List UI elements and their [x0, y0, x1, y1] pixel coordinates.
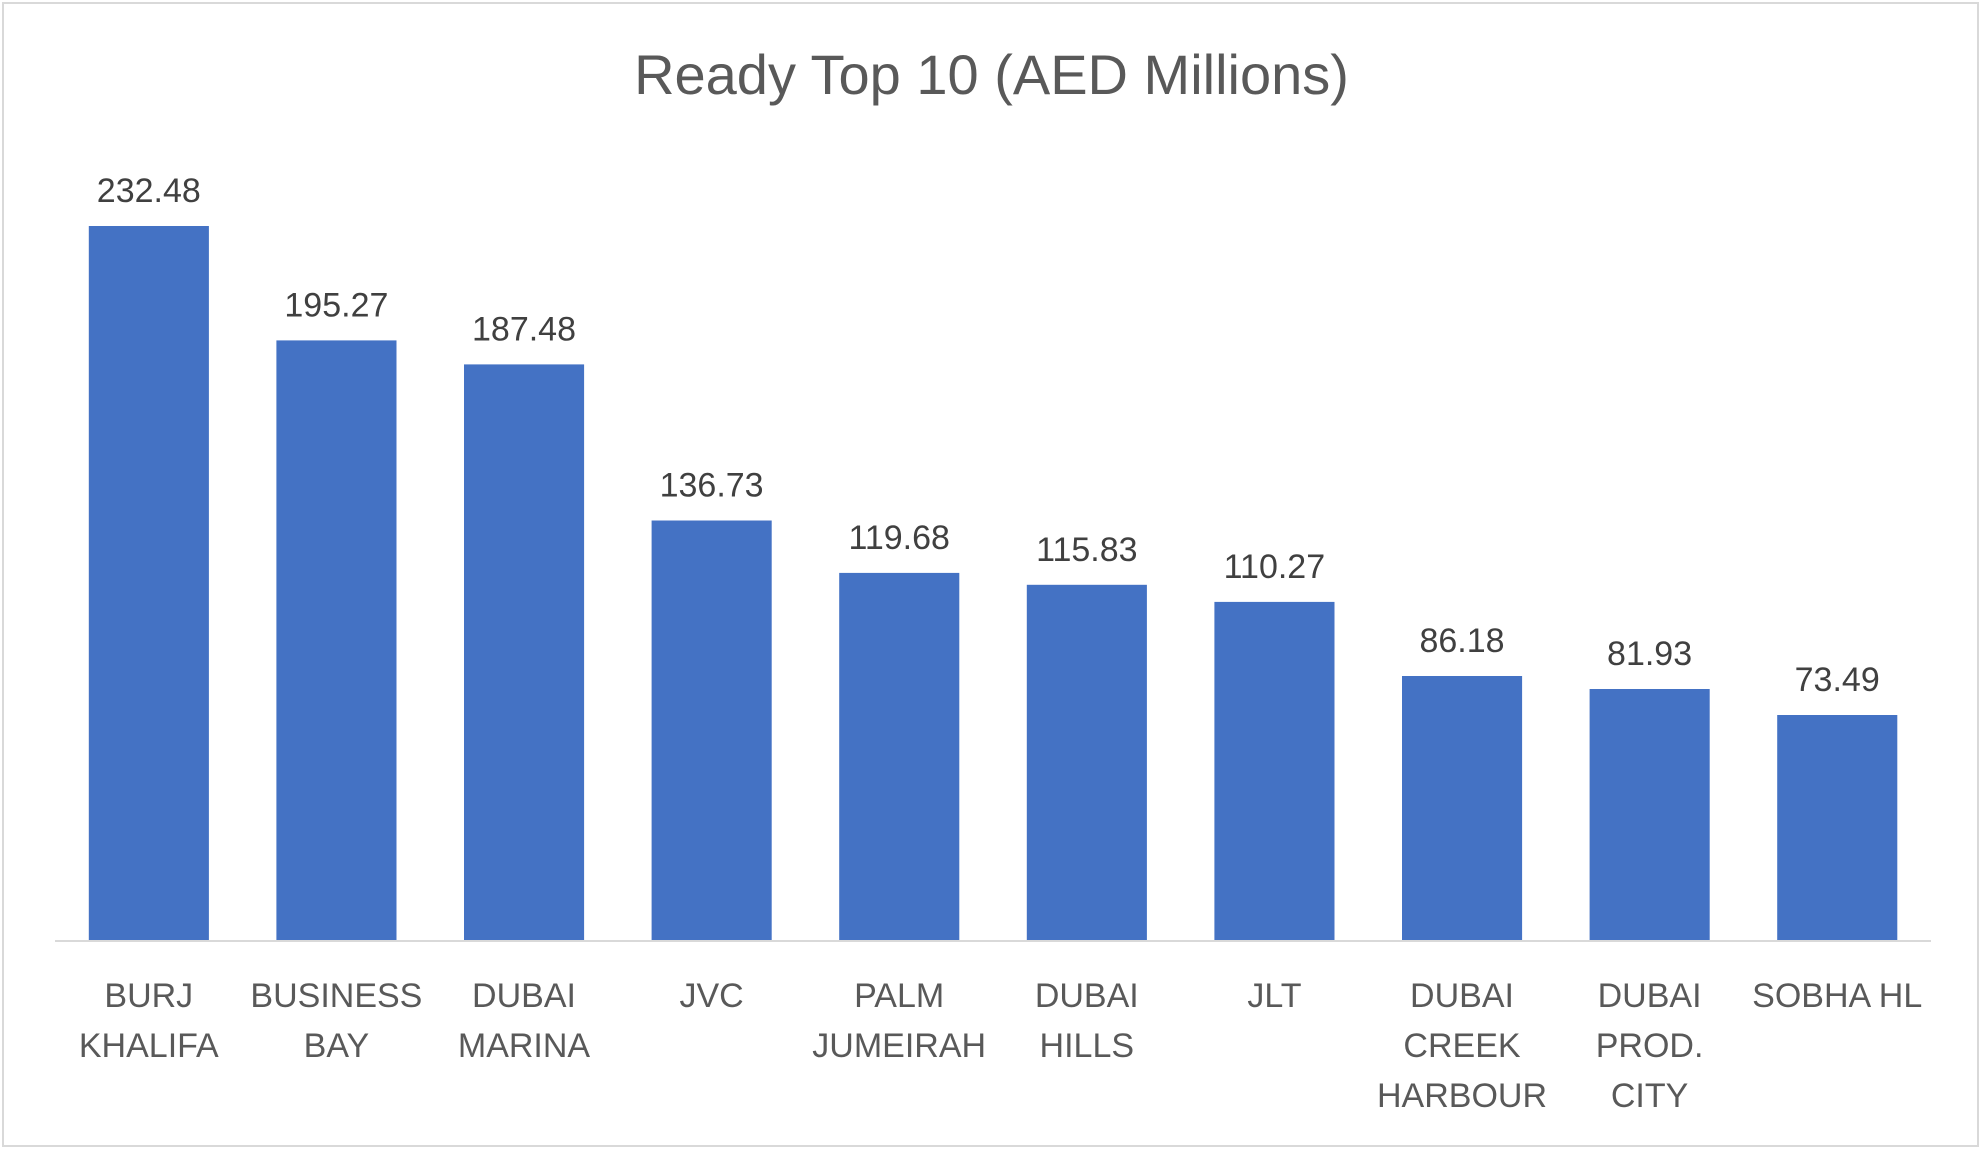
x-tick-label-line: HARBOUR	[1377, 1077, 1547, 1115]
x-tick-label-line: KHALIFA	[79, 1027, 219, 1065]
x-tick-label-line: BURJ	[104, 977, 193, 1015]
x-tick-label-9: SOBHA HL	[1752, 977, 1922, 1015]
x-tick-label-line: CITY	[1611, 1077, 1688, 1115]
data-label-9: 73.49	[1795, 661, 1880, 699]
bar-2	[464, 364, 585, 941]
data-label-4: 119.68	[848, 519, 949, 557]
x-tick-label-line: DUBAI	[1035, 977, 1139, 1015]
ticks-layer: BURJ KHALIFA BUSINESS BAY DUBAI MARINA JVC PALM…	[79, 977, 1922, 1115]
x-tick-label-line: PALM	[854, 977, 944, 1015]
data-label-7: 86.18	[1419, 622, 1504, 660]
x-tick-label-line: DUBAI	[472, 977, 576, 1015]
x-tick-label-2: DUBAI MARINA	[458, 977, 591, 1065]
bar-3	[651, 520, 772, 941]
data-label-0: 232.48	[97, 172, 201, 210]
x-tick-label-line: JVC	[679, 977, 743, 1015]
x-tick-label-line: SOBHA HL	[1752, 977, 1922, 1015]
x-tick-label-line: DUBAI	[1410, 977, 1514, 1015]
x-tick-label-line: PROD.	[1596, 1027, 1704, 1065]
bars-layer	[88, 226, 1898, 941]
x-tick-label-5: DUBAI HILLS	[1035, 977, 1139, 1065]
x-tick-label-6: JLT	[1247, 977, 1301, 1015]
bar-5	[1026, 584, 1147, 941]
labels-layer: 232.48 195.27 187.48 136.73 119.68 115.83 110.…	[97, 172, 1880, 699]
x-tick-label-line: JUMEIRAH	[812, 1027, 986, 1065]
bar-1	[276, 340, 397, 941]
x-tick-label-line: MARINA	[458, 1027, 591, 1065]
data-label-8: 81.93	[1607, 635, 1692, 673]
x-tick-label-7: DUBAI CREEK HARBOUR	[1377, 977, 1547, 1115]
bar-4	[839, 572, 960, 941]
x-tick-label-4: PALM JUMEIRAH	[812, 977, 986, 1065]
data-label-2: 187.48	[472, 310, 576, 348]
data-label-1: 195.27	[284, 286, 388, 324]
bar-8	[1589, 689, 1710, 941]
x-tick-label-1: BUSINESS BAY	[250, 977, 422, 1065]
x-tick-label-line: HILLS	[1040, 1027, 1135, 1065]
x-tick-label-line: JLT	[1247, 977, 1301, 1015]
data-label-3: 136.73	[660, 467, 764, 505]
x-tick-label-line: CREEK	[1403, 1027, 1520, 1065]
x-tick-label-0: BURJ KHALIFA	[79, 977, 219, 1065]
data-label-6: 110.27	[1224, 548, 1325, 586]
x-tick-label-line: BUSINESS	[250, 977, 422, 1015]
bar-7	[1402, 676, 1523, 941]
x-tick-label-8: DUBAI PROD. CITY	[1596, 977, 1704, 1115]
x-tick-label-3: JVC	[679, 977, 743, 1015]
x-tick-label-line: DUBAI	[1598, 977, 1702, 1015]
chart-title: Ready Top 10 (AED Millions)	[634, 43, 1349, 106]
bar-6	[1214, 601, 1335, 941]
bar-9	[1777, 715, 1898, 941]
data-label-5: 115.83	[1036, 531, 1137, 569]
bar-0	[88, 226, 209, 941]
x-tick-label-line: BAY	[304, 1027, 370, 1065]
